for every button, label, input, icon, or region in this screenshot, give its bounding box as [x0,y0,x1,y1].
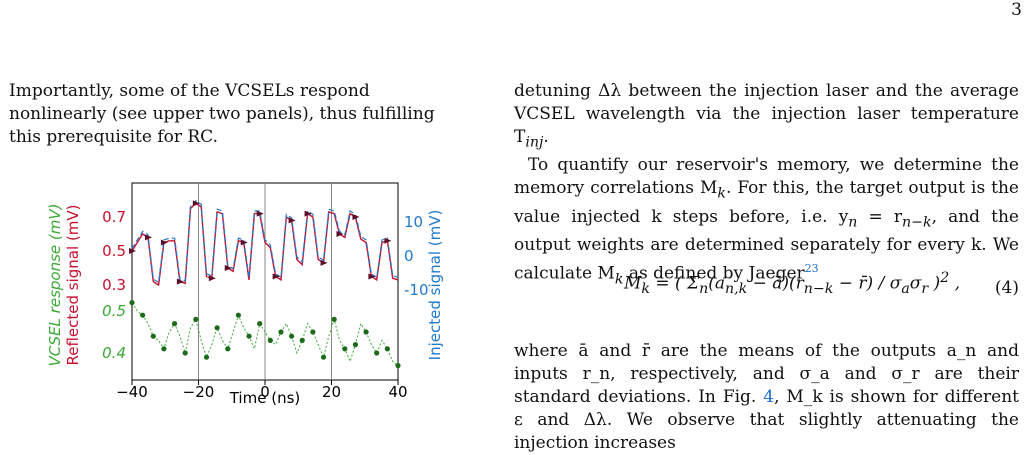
y-tick-right: -10 [404,281,429,299]
vcsel-response-point [363,329,369,335]
reflected-signal-point [256,210,264,217]
reflected-signal-point [240,239,248,246]
reflected-signal-point [288,217,296,224]
x-tick-label: 40 [388,383,407,401]
reflected-signal-point [320,259,328,266]
reflected-signal-point [176,278,184,285]
right-column: detuning Δλ between the injection laser … [514,80,1019,291]
reflected-signal-point [129,248,136,254]
y-axis-label-red: Reflected signal (mV) [64,204,82,365]
y-tick-red: 0.7 [102,208,126,226]
reflected-signal-point [352,214,360,220]
y-axis-label-right: Injected signal (mV) [426,210,444,361]
vcsel-response-point [352,342,359,348]
vcsel-response-point [278,329,284,335]
x-tick-label: 20 [322,383,341,401]
reflected-signal-point [160,239,168,246]
vcsel-response-point [342,346,348,352]
figure-link[interactable]: 4 [763,387,775,407]
reflected-signal-point [384,237,392,244]
vcsel-response-point [384,346,390,352]
vcsel-response-point [150,333,156,339]
reflected-signal-point [336,231,344,237]
reflected-signal-point [192,200,200,207]
reflected-signal-point [304,210,312,217]
vcsel-response-trace [131,302,399,366]
x-tick-label: 0 [260,383,270,401]
vcsel-response-point [161,346,167,352]
vcsel-response-point [225,346,231,352]
vcsel-response-point [214,325,220,331]
reflected-signal-point [272,273,280,280]
page-number: 3 [1011,0,1022,20]
y-tick-green: 0.4 [102,344,126,362]
y-tick-green: 0.5 [102,302,126,320]
vcsel-response-point [310,329,316,335]
reflected-signal-point [208,275,216,282]
x-tick-label: −40 [116,383,148,401]
vcsel-response-point [320,354,327,360]
vcsel-response-point [331,316,337,322]
vcsel-response-point [193,316,199,322]
reflected-signal-point [144,234,152,241]
citation-link[interactable]: 23 [804,262,819,276]
x-tick-label: −20 [183,383,215,401]
vcsel-response-point [246,333,252,339]
x-axis-label: Time (ns) [229,389,301,405]
y-tick-right: 0 [404,247,414,265]
vcsel-response-point [140,312,146,318]
vcsel-response-point [257,321,263,327]
vcsel-response-point [182,350,188,356]
vcsel-response-point [203,354,210,360]
vcsel-response-point [129,300,135,306]
left-paragraph: Importantly, some of the VCSELs respond … [9,81,435,147]
right-paragraph-3: where ā and r̄ are the means of the outp… [514,341,1019,453]
figure-plot: −40 −20 0 20 40 0.7 0.5 0.3 0.5 0.4 10 0 -10 Time (… [46,182,444,405]
right-paragraph-2: To quantify our reservoir's memory, we d… [514,155,1019,288]
equation-number: (4) [994,278,1019,298]
vcsel-response-point [299,337,305,343]
y-tick-red: 0.5 [102,242,126,260]
vcsel-response-point [235,312,241,318]
equation-4: Mk = ( Σn(an,k − ā)(rn−k − r̄) / σaσr )2… [624,270,1019,298]
injected-signal-trace [131,200,399,284]
reflected-signal-point [224,265,232,271]
reflected-signal-point [368,273,376,280]
vcsel-response-point [267,337,273,343]
vcsel-response-point [171,321,178,327]
y-tick-red: 0.3 [102,276,126,294]
y-axis-label-green: VCSEL response (mV) [46,204,64,367]
right-paragraph-1: detuning Δλ between the injection laser … [514,81,1019,151]
vcsel-response-point [395,363,401,369]
vcsel-response-point [374,350,380,356]
vcsel-response-point [289,333,295,339]
y-tick-right: 10 [404,213,423,231]
